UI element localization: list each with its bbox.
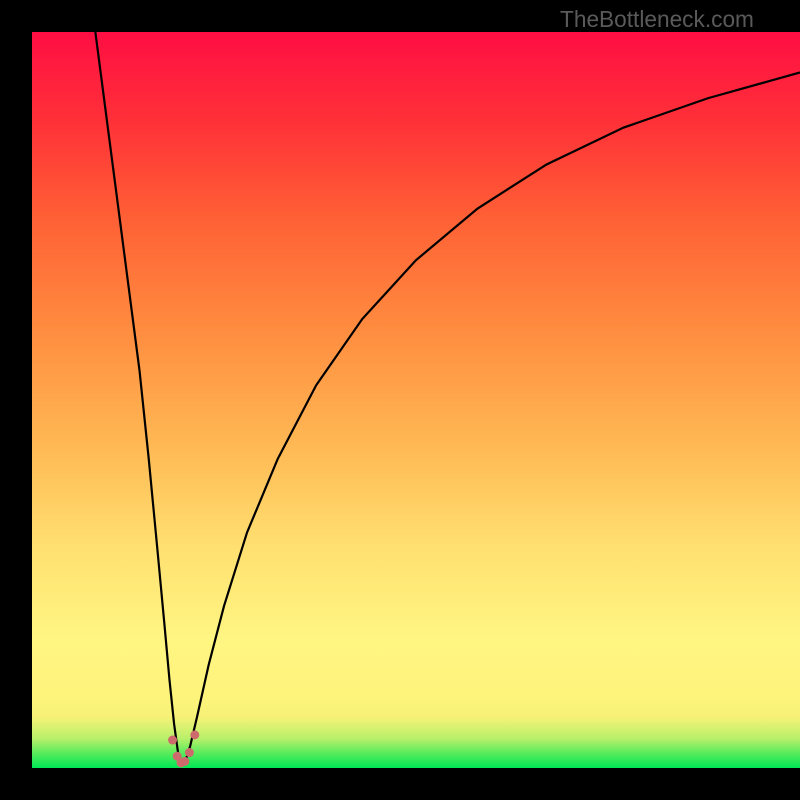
chart-container: TheBottleneck.com (0, 0, 800, 800)
watermark-text: TheBottleneck.com (560, 6, 754, 33)
gradient-background (32, 32, 800, 768)
marker-point (185, 748, 194, 757)
marker-point (180, 757, 189, 766)
bottleneck-chart (0, 0, 800, 800)
marker-point (168, 736, 177, 745)
marker-point (190, 730, 199, 739)
